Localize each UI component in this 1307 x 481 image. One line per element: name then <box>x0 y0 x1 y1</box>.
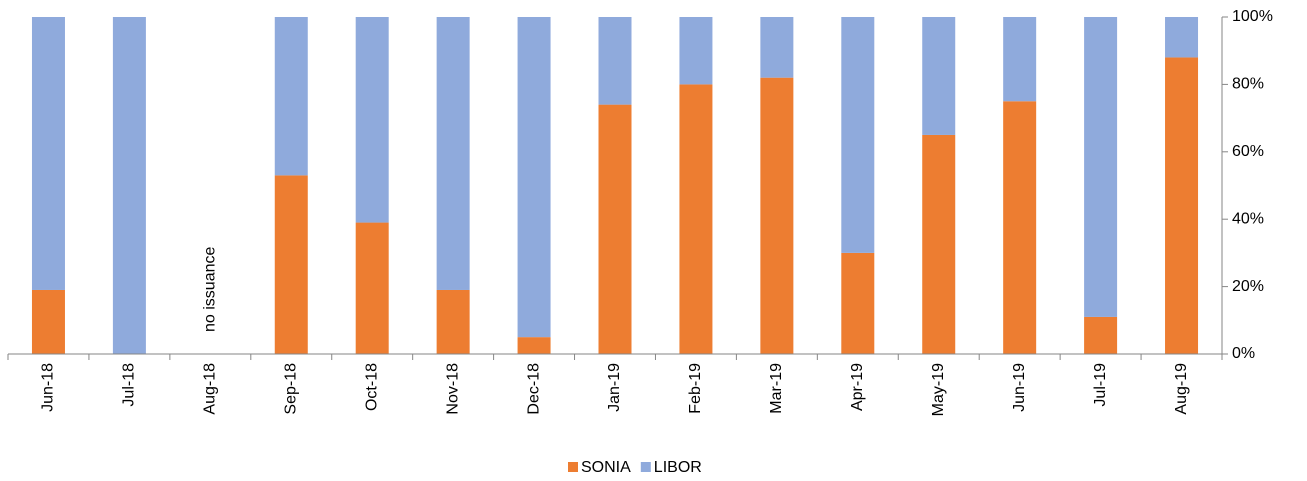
bar-segment <box>679 84 713 355</box>
x-tick-label: Aug-19 <box>1173 363 1190 415</box>
bar-segment <box>517 337 551 354</box>
x-tick-label: Mar-19 <box>768 363 785 414</box>
bar-segment <box>760 77 794 354</box>
x-tick-label: Jul-19 <box>1092 363 1109 407</box>
y-tick-label: 60% <box>1232 143 1264 160</box>
x-tick-label: Aug-18 <box>202 363 219 415</box>
bar-segment <box>1003 17 1037 102</box>
x-tick-label: Oct-18 <box>363 363 380 411</box>
bar-segment <box>1165 17 1199 58</box>
x-tick-label: Jul-18 <box>121 363 138 407</box>
x-tick-label: Jun-19 <box>1011 363 1028 412</box>
x-tick-label: Dec-18 <box>525 363 542 415</box>
bar-segment <box>598 17 632 105</box>
bar-segment <box>679 17 713 85</box>
legend-label: LIBOR <box>654 459 702 476</box>
legend-label: SONIA <box>581 459 631 476</box>
legend-swatch <box>568 462 578 472</box>
bar-segment <box>436 17 470 290</box>
bar-segment <box>760 17 794 78</box>
bar-segment <box>841 17 875 253</box>
x-tick-label: Jan-19 <box>606 363 623 412</box>
y-tick-label: 80% <box>1232 76 1264 93</box>
bar-segment <box>274 17 308 176</box>
bar-segment <box>1003 101 1037 354</box>
y-tick-label: 40% <box>1232 210 1264 227</box>
annotation: no issuance <box>202 247 219 332</box>
bar-segment <box>436 289 470 354</box>
bar-segment <box>922 17 956 135</box>
y-tick-label: 100% <box>1232 8 1273 25</box>
bar-segment <box>112 17 146 354</box>
bar-segment <box>1084 316 1118 354</box>
legend-swatch <box>640 462 651 472</box>
bar-segment <box>355 17 389 223</box>
bar-segment <box>841 252 875 354</box>
x-tick-label: Feb-19 <box>687 363 704 414</box>
bar-segment <box>1165 57 1199 354</box>
bar-segment <box>31 17 65 290</box>
x-tick-label: Apr-19 <box>849 363 866 411</box>
bar-segment <box>1084 17 1118 317</box>
x-tick-label: Jun-18 <box>40 363 57 412</box>
bar-segment <box>598 104 632 355</box>
bar-segment <box>31 289 65 354</box>
bar-segment <box>517 17 551 338</box>
bar-segment <box>274 175 308 354</box>
bar-segment <box>355 222 389 354</box>
y-tick-label: 0% <box>1232 345 1255 362</box>
x-tick-label: Nov-18 <box>444 363 461 415</box>
bar-segment <box>922 134 956 354</box>
x-tick-label: May-19 <box>930 363 947 416</box>
y-tick-label: 20% <box>1232 278 1264 295</box>
x-tick-label: Sep-18 <box>282 363 299 415</box>
